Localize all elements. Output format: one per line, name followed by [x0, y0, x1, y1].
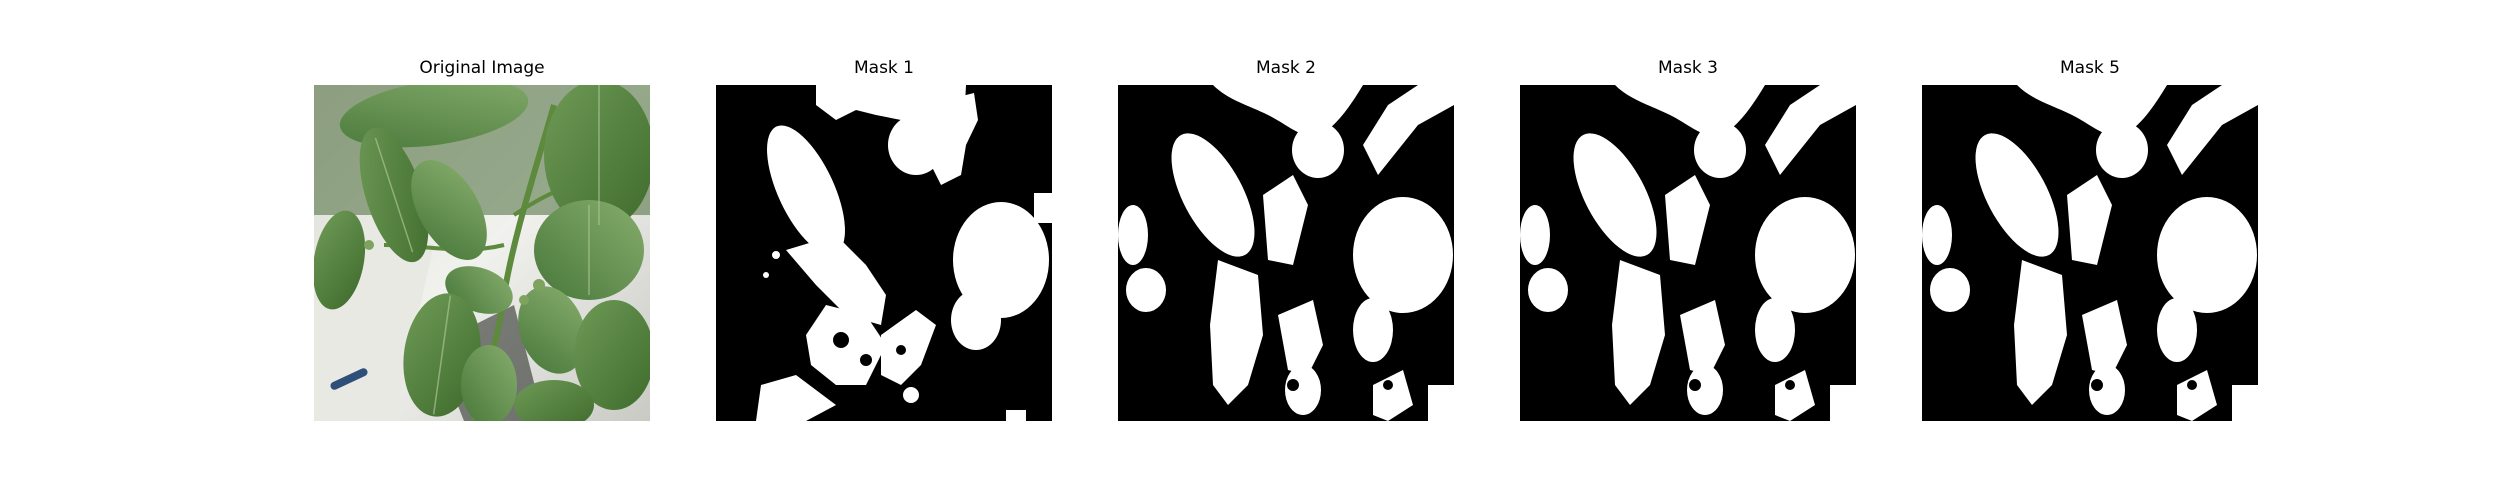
- panel-title: Mask 2: [1255, 58, 1316, 78]
- panel-title: Mask 1: [853, 58, 914, 78]
- mask-2-image: [1118, 85, 1454, 421]
- original-plant-photo: [314, 85, 650, 421]
- mask-5-image: [1922, 85, 2258, 421]
- mask-3-image: [1520, 85, 1856, 421]
- panel-title: Mask 3: [1657, 58, 1718, 78]
- mask-1-image: [716, 85, 1052, 421]
- panel-title: Mask 5: [2059, 58, 2120, 78]
- panel-title: Original Image: [419, 58, 545, 78]
